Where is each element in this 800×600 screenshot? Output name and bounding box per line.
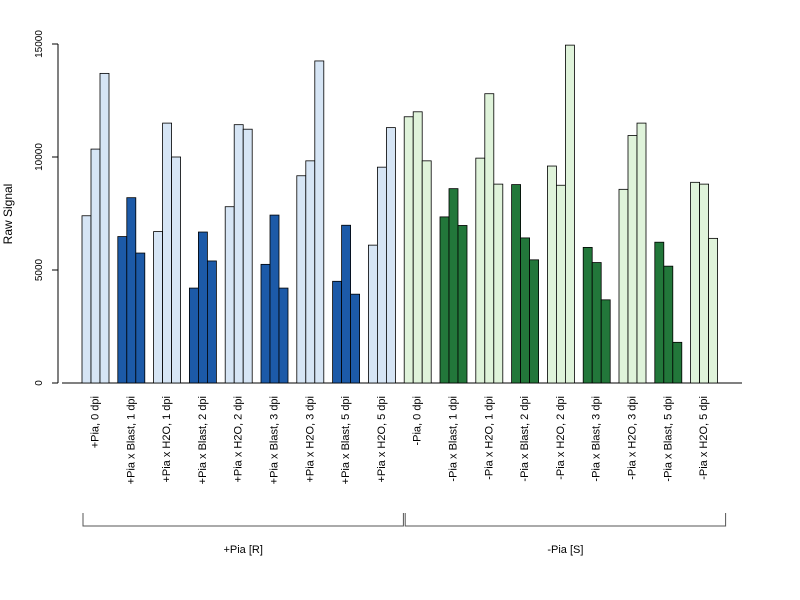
x-tick-label: -Pia x Blast, 2 dpi <box>519 396 531 482</box>
x-tick-label: -Pia x Blast, 5 dpi <box>662 396 674 482</box>
bar <box>269 214 280 384</box>
group-label: +Pia [R] <box>223 544 262 556</box>
bar <box>260 263 271 384</box>
bar <box>233 124 244 384</box>
bar <box>636 122 647 384</box>
bar <box>188 287 199 384</box>
x-tick-label: +Pia x H2O, 1 dpi <box>161 396 173 483</box>
y-axis: 0 5000 10000 15000 <box>34 30 59 386</box>
bar <box>529 259 539 384</box>
bar <box>376 166 387 384</box>
bar <box>582 246 593 384</box>
bar <box>153 231 164 384</box>
x-tick-label: -Pia x H2O, 3 dpi <box>627 396 639 480</box>
bar <box>627 135 638 384</box>
bar <box>278 287 289 384</box>
bar <box>305 160 316 384</box>
bar <box>224 206 235 384</box>
bar <box>556 184 566 384</box>
bar <box>367 244 378 384</box>
group-label: -Pia [S] <box>547 544 583 556</box>
bar <box>699 183 709 384</box>
bar <box>439 216 450 384</box>
bar <box>618 188 629 384</box>
bar <box>475 157 486 384</box>
x-tick-label: +Pia x H2O, 5 dpi <box>376 396 388 483</box>
x-tick-label: +Pia, 0 dpi <box>90 396 102 448</box>
bar <box>350 293 361 384</box>
bar <box>332 280 343 384</box>
bars <box>62 44 742 384</box>
bar <box>135 252 146 384</box>
bar <box>90 148 101 384</box>
bar <box>457 225 468 384</box>
bar <box>403 116 414 384</box>
bar <box>126 197 137 384</box>
bar <box>654 241 665 384</box>
bar <box>520 237 530 384</box>
bar <box>171 156 182 384</box>
bar <box>672 341 683 384</box>
y-axis-label: Raw Signal <box>1 184 15 245</box>
bar <box>421 160 432 384</box>
x-tick-label: +Pia x H2O, 2 dpi <box>233 396 245 483</box>
x-tick-label: +Pia x Blast, 1 dpi <box>125 396 137 484</box>
group-bracket <box>404 513 727 527</box>
x-tick-label: -Pia x Blast, 1 dpi <box>448 396 460 482</box>
bar <box>708 237 718 384</box>
bar <box>690 181 700 384</box>
y-tick-label: 5000 <box>34 258 45 281</box>
bar <box>511 184 522 384</box>
y-tick-label: 15000 <box>34 30 45 58</box>
x-tick-label: +Pia x Blast, 5 dpi <box>340 396 352 484</box>
x-tick-label: -Pia, 0 dpi <box>412 396 424 446</box>
bar <box>484 93 495 384</box>
group-brackets: +Pia [R] -Pia [S] <box>82 513 727 556</box>
x-tick-label: +Pia x H2O, 3 dpi <box>304 396 316 483</box>
bar <box>242 128 253 384</box>
x-tick-label: +Pia x Blast, 3 dpi <box>269 396 281 484</box>
y-tick-label: 0 <box>34 380 45 386</box>
x-tick-label: -Pia x H2O, 2 dpi <box>555 396 567 480</box>
x-tick-labels: +Pia, 0 dpi +Pia x Blast, 1 dpi +Pia x H2O… <box>90 396 711 484</box>
bar <box>341 224 352 384</box>
y-tick-label: 10000 <box>34 143 45 171</box>
bar <box>547 165 557 384</box>
x-tick-label: +Pia x Blast, 2 dpi <box>197 396 209 484</box>
bar <box>81 215 92 384</box>
bar <box>296 175 307 384</box>
bar <box>206 260 217 384</box>
group-bracket <box>82 513 404 527</box>
bar <box>162 122 173 384</box>
x-tick-label: -Pia x H2O, 5 dpi <box>698 396 710 480</box>
bar <box>412 111 423 384</box>
bar <box>99 72 110 384</box>
bar <box>663 265 674 384</box>
x-tick-label: -Pia x H2O, 1 dpi <box>483 396 495 480</box>
bar <box>591 262 602 384</box>
bar <box>448 188 459 384</box>
bar <box>314 60 325 384</box>
bar <box>493 183 504 384</box>
bar <box>197 231 208 384</box>
bar <box>565 44 575 384</box>
bar <box>385 127 396 384</box>
x-tick-label: -Pia x Blast, 3 dpi <box>591 396 603 482</box>
bar <box>117 236 128 384</box>
bar <box>600 299 611 384</box>
